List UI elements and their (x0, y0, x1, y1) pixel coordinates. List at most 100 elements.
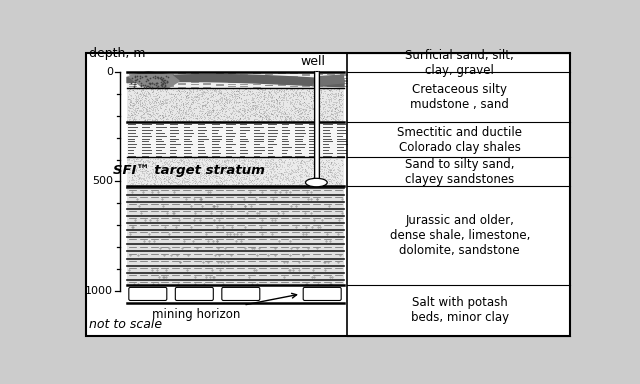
Point (174, 170, 184, 176)
Point (136, 156, 147, 162)
Point (204, 112, 214, 118)
Point (148, 118, 159, 124)
Point (232, 118, 242, 124)
Point (307, 106, 317, 113)
Point (207, 176, 218, 182)
Point (248, 166, 259, 172)
Point (237, 88, 247, 94)
Point (335, 89, 346, 95)
Point (164, 91, 175, 98)
Point (219, 161, 229, 167)
Point (171, 179, 181, 185)
Point (259, 164, 269, 170)
Point (284, 164, 294, 170)
Point (157, 81, 168, 88)
Point (145, 99, 155, 105)
Point (289, 100, 299, 106)
Point (285, 176, 295, 182)
Point (317, 166, 327, 172)
Point (298, 166, 308, 172)
Point (172, 159, 182, 166)
Point (124, 116, 134, 122)
Point (273, 156, 283, 162)
Point (266, 168, 276, 174)
Point (182, 92, 193, 98)
Point (125, 163, 136, 169)
Point (218, 101, 228, 107)
Point (166, 106, 176, 112)
Point (157, 161, 167, 167)
Point (142, 91, 152, 97)
Point (174, 159, 184, 165)
Point (264, 89, 274, 96)
Point (207, 118, 218, 124)
Point (189, 164, 199, 170)
Point (139, 180, 149, 186)
Point (259, 108, 269, 114)
Point (326, 95, 336, 101)
Point (132, 76, 142, 82)
Point (177, 169, 187, 175)
Point (258, 175, 268, 181)
Point (236, 91, 246, 97)
Point (211, 168, 221, 174)
Point (271, 162, 281, 168)
Point (198, 182, 208, 188)
Point (204, 112, 214, 118)
Point (158, 161, 168, 167)
Point (159, 175, 169, 181)
Point (172, 114, 182, 120)
Point (317, 95, 328, 101)
Point (323, 86, 333, 92)
Point (260, 107, 271, 113)
Point (310, 105, 320, 111)
Point (237, 103, 247, 109)
Point (214, 161, 224, 167)
Point (151, 166, 161, 172)
Point (327, 164, 337, 170)
Point (278, 172, 289, 178)
Point (149, 100, 159, 106)
Point (320, 99, 330, 105)
Point (245, 103, 255, 109)
Point (331, 92, 341, 98)
Point (229, 157, 239, 163)
Point (174, 110, 184, 116)
Point (219, 93, 229, 99)
Point (230, 110, 240, 116)
Point (235, 105, 245, 111)
Point (205, 98, 216, 104)
Point (261, 115, 271, 121)
Point (307, 177, 317, 183)
Point (321, 117, 331, 123)
Point (189, 167, 199, 173)
Point (171, 94, 181, 101)
Point (128, 116, 138, 122)
Point (173, 114, 184, 121)
Point (303, 92, 313, 98)
Point (253, 103, 263, 109)
Point (277, 164, 287, 170)
Point (146, 170, 156, 176)
Point (246, 178, 256, 184)
Point (281, 176, 291, 182)
Point (337, 92, 348, 98)
Point (132, 172, 143, 178)
Point (331, 109, 341, 115)
Point (204, 115, 214, 121)
Point (153, 159, 163, 165)
Point (270, 180, 280, 187)
Point (160, 106, 170, 113)
Point (123, 96, 133, 103)
Point (280, 175, 291, 181)
Point (197, 160, 207, 166)
Point (319, 85, 329, 91)
Point (237, 107, 247, 113)
Point (263, 162, 273, 169)
Point (132, 164, 143, 170)
Point (201, 173, 211, 179)
Point (233, 164, 243, 170)
Point (137, 170, 147, 177)
Point (255, 172, 265, 178)
Point (180, 175, 190, 181)
